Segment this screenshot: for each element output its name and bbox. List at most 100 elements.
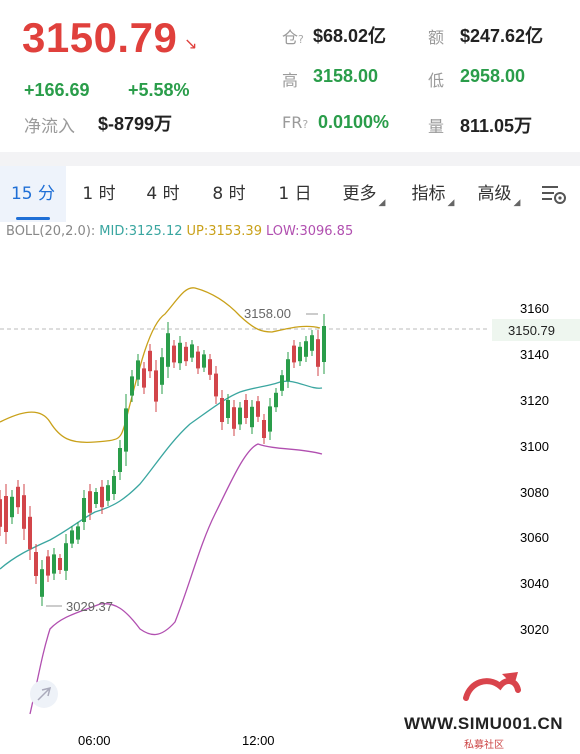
tab-indicators[interactable]: 指标 ◢: [411, 184, 455, 208]
candle-body: [130, 376, 134, 396]
candle-body: [178, 342, 182, 364]
trend-arrow-icon: ↘: [184, 34, 198, 53]
candle-body: [172, 345, 176, 363]
y-tick: 3160: [520, 301, 549, 316]
watermark-subtitle: 私募社区: [464, 740, 504, 751]
current-price-tag: 3150.79: [508, 323, 555, 338]
candles-group: [0, 314, 326, 606]
high-marker-label: 3158.00: [244, 306, 291, 321]
tab-1h[interactable]: 1 时: [82, 184, 116, 204]
candle-body: [148, 350, 152, 372]
current-price-tag-bg: [492, 319, 580, 341]
tab-4h[interactable]: 4 时: [146, 184, 180, 204]
candle-body: [64, 543, 68, 571]
candle-body: [118, 448, 122, 472]
candle-body: [58, 558, 62, 570]
low-marker-label: 3029.37: [66, 599, 113, 614]
tab-15m[interactable]: 15 分: [0, 166, 66, 222]
active-tab-indicator: [16, 217, 50, 220]
y-tick: 3040: [520, 576, 549, 591]
candle-body: [202, 354, 206, 368]
candle-body: [256, 401, 260, 417]
info-icon[interactable]: ?: [298, 33, 304, 46]
candle-body: [214, 373, 218, 397]
candle-body: [106, 485, 110, 501]
candle-body: [0, 499, 2, 527]
candle-body: [268, 406, 272, 432]
candle-body: [304, 341, 308, 357]
amount-label: 额: [428, 28, 445, 47]
candle-body: [76, 526, 80, 540]
info-icon[interactable]: ?: [302, 118, 309, 131]
candle-body: [34, 552, 38, 576]
candle-body: [292, 345, 296, 363]
candle-body: [220, 398, 224, 422]
candle-body: [142, 368, 146, 388]
high-value: 3158.00: [313, 66, 379, 86]
x-tick: 12:00: [242, 733, 275, 748]
change-absolute: +166.69: [24, 80, 90, 100]
candle-body: [82, 498, 86, 522]
section-divider: [0, 152, 580, 166]
candle-body: [310, 335, 314, 351]
funding-rate-value: 0.0100%: [318, 112, 390, 132]
candle-body: [4, 496, 8, 532]
y-tick: 3080: [520, 485, 549, 500]
timeframe-tabs: 15 分 1 时 4 时 8 时 1 日 更多 ◢ 指标 ◢ 高级 ◢: [0, 166, 580, 222]
y-tick: 3100: [520, 439, 549, 454]
boll-mid: MID:3125.12: [99, 224, 183, 239]
candle-body: [166, 333, 170, 367]
net-inflow-label: 净流入: [24, 117, 75, 137]
candle-body: [154, 370, 158, 402]
watermark-site: WWW.SIMU001.CN: [404, 714, 564, 733]
volume-label: 量: [428, 117, 445, 136]
candle-body: [124, 408, 128, 452]
candle-body: [52, 554, 56, 574]
tab-8h[interactable]: 8 时: [212, 184, 246, 204]
tab-advanced[interactable]: 高级 ◢: [477, 184, 521, 208]
open-interest-label: 仓?: [282, 28, 304, 47]
candle-body: [286, 359, 290, 381]
low-value: 2958.00: [460, 66, 526, 86]
candle-body: [298, 346, 302, 362]
candle-body: [22, 495, 26, 529]
funding-rate-label: FR?: [282, 113, 309, 132]
candle-body: [316, 339, 320, 367]
tab-1d[interactable]: 1 日: [278, 184, 312, 204]
candle-body: [262, 420, 266, 438]
candle-body: [322, 326, 326, 362]
candle-body: [250, 406, 254, 428]
boll-name: BOLL(20,2.0):: [6, 224, 96, 239]
change-percent: +5.58%: [128, 80, 190, 100]
candle-body: [190, 344, 194, 358]
candle-body: [94, 492, 98, 504]
candle-body: [184, 346, 188, 362]
candle-body: [244, 400, 248, 418]
boll-indicator-legend: BOLL(20,2.0): MID:3125.12 UP:3153.39 LOW:30…: [6, 224, 357, 239]
candle-body: [40, 569, 44, 597]
boll-lower-band: [29, 443, 323, 715]
open-interest-value: $68.02亿: [313, 26, 387, 46]
y-tick: 3120: [520, 393, 549, 408]
candle-body: [100, 486, 104, 508]
y-tick: 3140: [520, 347, 549, 362]
simu-logo: [463, 672, 521, 701]
candle-body: [136, 360, 140, 380]
net-inflow-value: $-8799万: [98, 114, 173, 134]
candle-body: [160, 357, 164, 385]
dropdown-icon: ◢: [447, 198, 455, 208]
last-price: 3150.79: [22, 14, 178, 61]
low-label: 低: [428, 71, 445, 90]
candle-body: [280, 375, 284, 391]
candle-body: [46, 556, 50, 576]
amount-value: $247.62亿: [460, 26, 544, 46]
candle-body: [70, 530, 74, 544]
candle-body: [238, 407, 242, 425]
chart-settings-icon[interactable]: [534, 166, 574, 222]
candle-body: [28, 516, 32, 550]
dropdown-icon: ◢: [378, 198, 386, 208]
candle-body: [10, 496, 14, 518]
boll-low: LOW:3096.85: [265, 224, 354, 239]
candlestick-chart[interactable]: 3150.79 3160 3140 3120 3100 3080 3060 30…: [0, 244, 580, 754]
tab-more[interactable]: 更多 ◢: [342, 184, 386, 208]
